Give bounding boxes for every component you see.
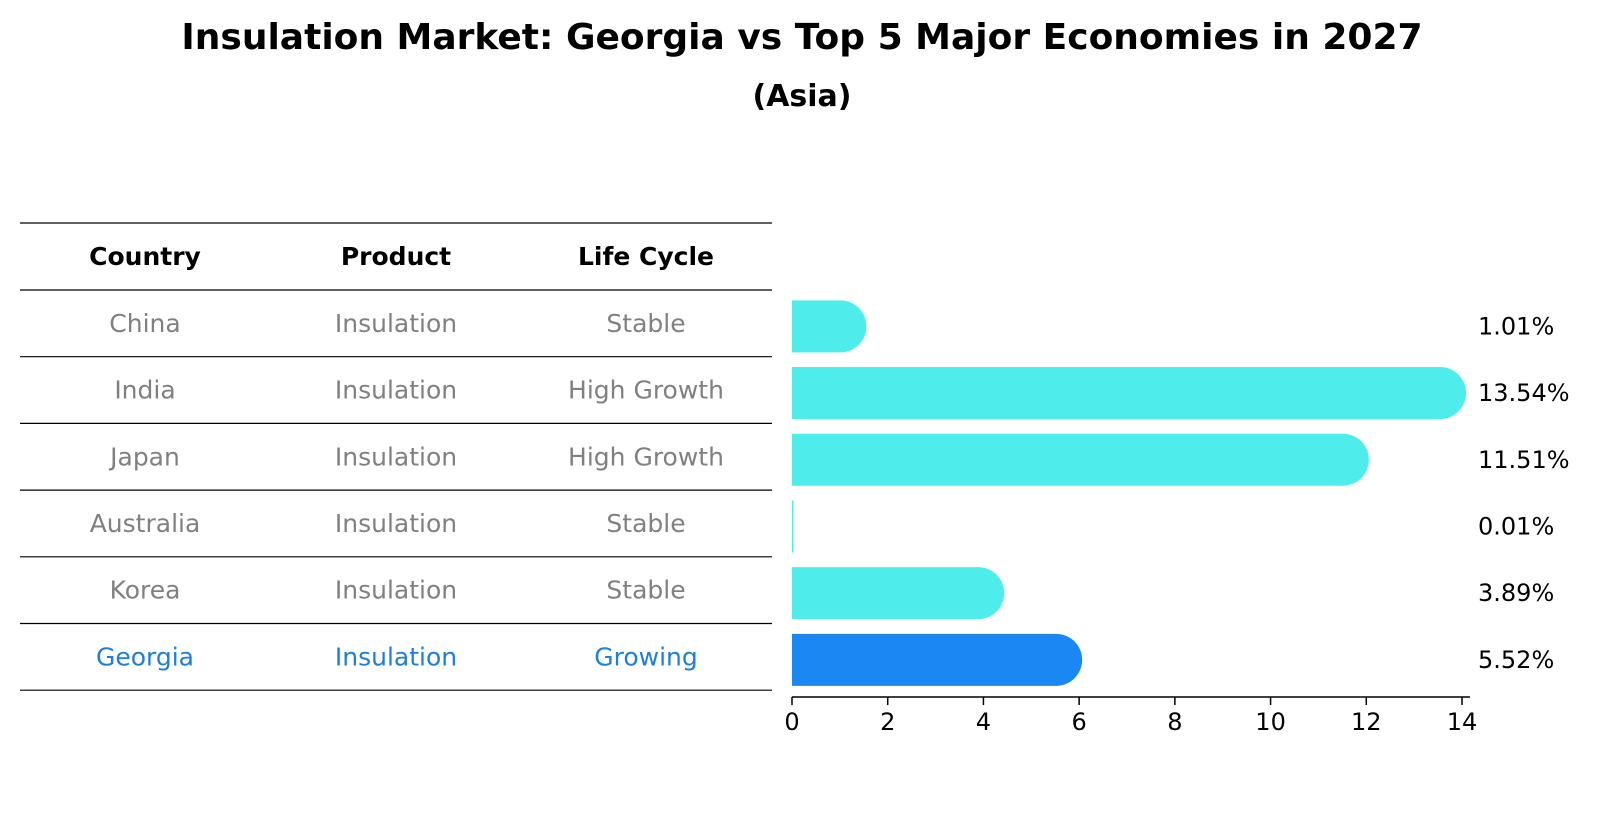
table-header-product: Product (341, 242, 451, 271)
bar-korea (792, 567, 1005, 620)
chart-subtitle: (Asia) (752, 79, 852, 114)
table-cell: Stable (606, 509, 685, 538)
table-cell: Insulation (335, 309, 457, 338)
table-cell: China (109, 309, 180, 338)
table-cell: India (114, 376, 175, 405)
value-label-korea: 3.89% (1478, 579, 1554, 607)
x-tick-label: 0 (784, 708, 799, 736)
table-cell: Stable (606, 576, 685, 605)
value-label-china: 1.01% (1478, 312, 1554, 340)
table-cell: Australia (90, 509, 201, 538)
value-label-australia: 0.01% (1478, 512, 1554, 540)
table-cell: Growing (594, 642, 698, 671)
x-tick-label: 8 (1167, 708, 1182, 736)
bar-japan (792, 433, 1369, 486)
value-label-japan: 11.51% (1478, 446, 1570, 474)
value-labels: 1.01% 13.54% 11.51% 0.01% 3.89% 5.52% (1478, 312, 1570, 673)
table-cell: High Growth (568, 442, 724, 471)
table-cell: Korea (110, 576, 181, 605)
x-tick-label: 12 (1351, 708, 1382, 736)
table-cell: High Growth (568, 376, 724, 405)
x-axis: 0 2 4 6 8 10 12 14 (784, 696, 1478, 736)
table-header-country: Country (89, 242, 201, 271)
x-tick-label: 14 (1447, 708, 1478, 736)
table-cell: Insulation (335, 576, 457, 605)
table-cell: Georgia (96, 642, 194, 671)
table-cell: Insulation (335, 642, 457, 671)
table-cell: Insulation (335, 442, 457, 471)
data-table: Country Product Life Cycle China Insulation S… (20, 222, 772, 691)
value-label-india: 13.54% (1478, 379, 1570, 407)
table-cell: Insulation (335, 376, 457, 405)
table-cell: Insulation (335, 509, 457, 538)
table-header-life-cycle: Life Cycle (578, 242, 714, 271)
bar-georgia (792, 633, 1083, 686)
x-tick-label: 4 (976, 708, 991, 736)
value-label-georgia: 5.52% (1478, 646, 1554, 674)
bar-china (792, 300, 867, 353)
bar-india (792, 367, 1466, 420)
x-tick-label: 6 (1072, 708, 1087, 736)
bar-australia (792, 500, 794, 553)
x-tick-label: 10 (1255, 708, 1286, 736)
x-tick-label: 2 (880, 708, 895, 736)
bar-plot (792, 300, 1466, 686)
table-cell: Japan (108, 442, 180, 471)
chart-title: Insulation Market: Georgia vs Top 5 Majo… (181, 17, 1423, 58)
table-cell: Stable (606, 309, 685, 338)
